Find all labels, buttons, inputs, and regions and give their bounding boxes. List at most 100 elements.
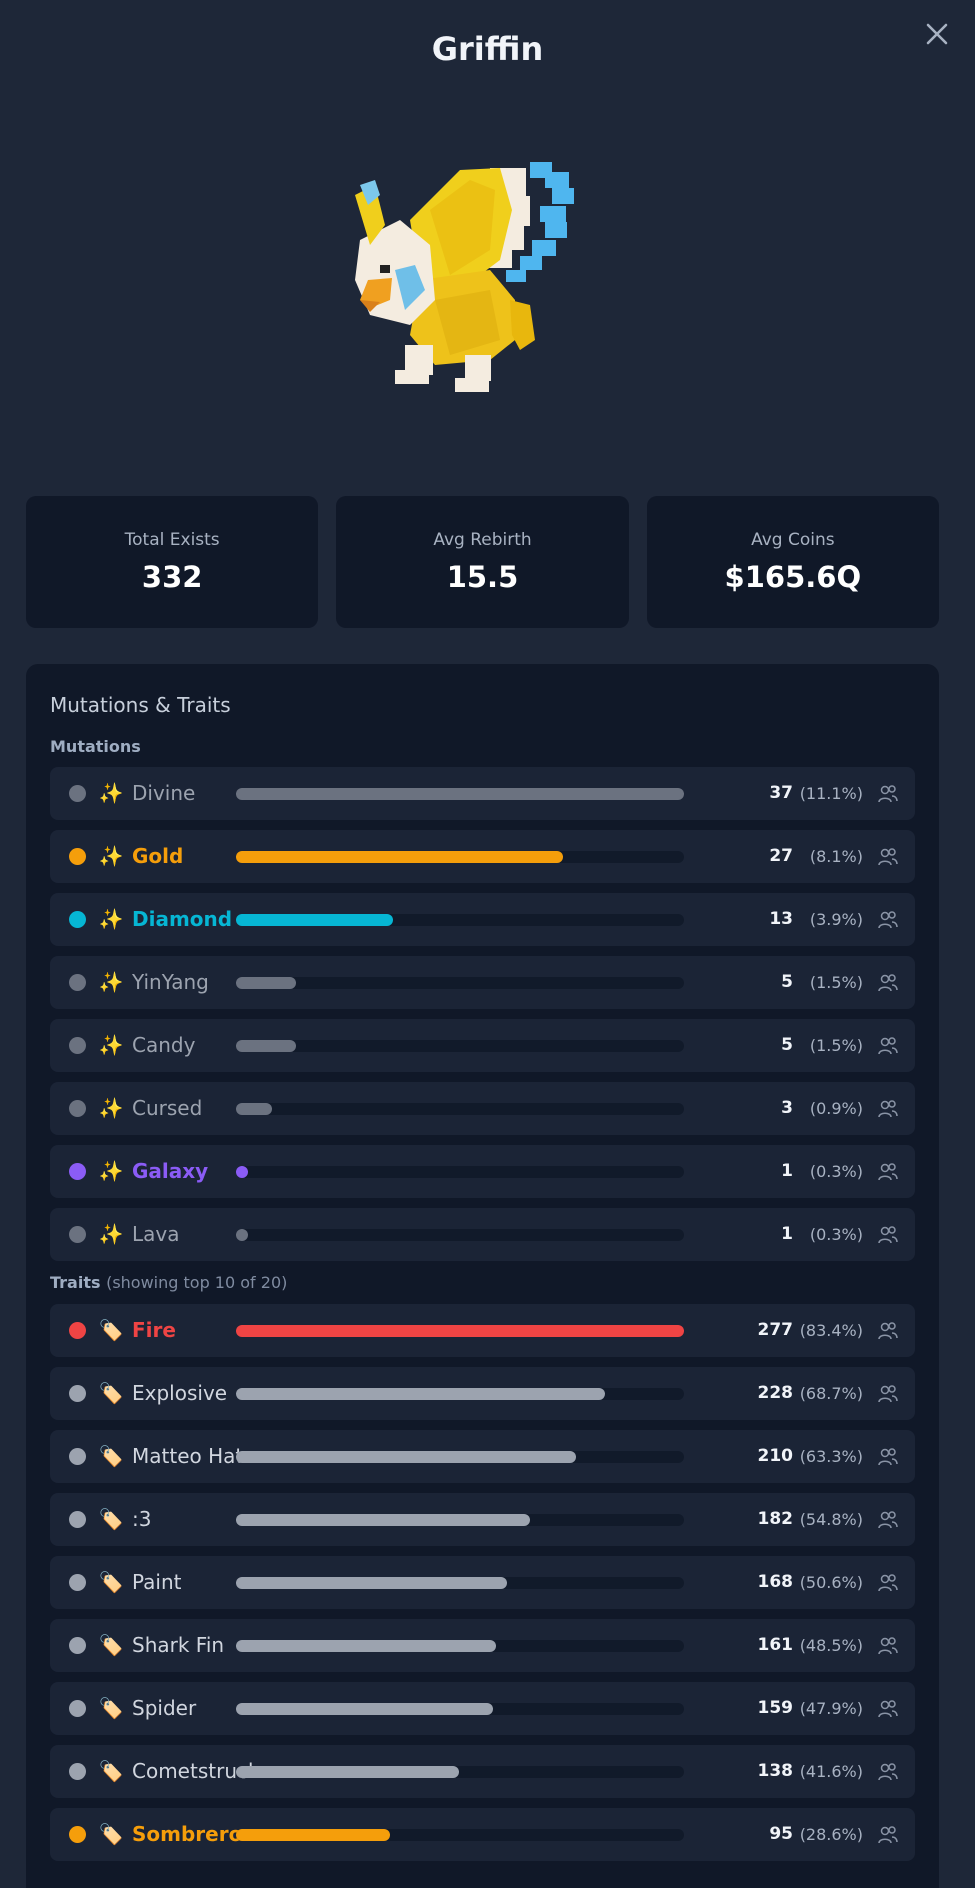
close-icon[interactable] — [921, 18, 953, 50]
trait-row[interactable]: 🏷️ Shark Fin 161 (48.5%) — [50, 1619, 915, 1672]
trait-bar-track — [236, 1388, 684, 1400]
users-icon[interactable] — [877, 909, 899, 931]
trait-color-dot — [69, 1763, 86, 1780]
mutation-count: 5 — [781, 1035, 793, 1055]
trait-list: 🏷️ Fire 277 (83.4%) 🏷️ Explosive 228 (68.7%) 🏷️ M… — [50, 1304, 915, 1861]
mutation-name: Divine — [132, 781, 196, 805]
stat-avg-coins: Avg Coins $165.6Q — [646, 496, 939, 628]
users-icon[interactable] — [877, 972, 899, 994]
trait-row[interactable]: 🏷️ Spider 159 (47.9%) — [50, 1682, 915, 1735]
mutation-name: Diamond — [132, 907, 233, 931]
mutation-row[interactable]: ✨ Gold 27 (8.1%) — [50, 830, 915, 883]
stat-value: 332 — [141, 560, 203, 594]
users-icon[interactable] — [877, 1761, 899, 1783]
trait-count: 161 — [757, 1635, 794, 1655]
mutation-color-dot — [69, 911, 86, 928]
mutation-row[interactable]: ✨ Cursed 3 (0.9%) — [50, 1082, 915, 1135]
users-icon[interactable] — [877, 1572, 899, 1594]
mutation-row[interactable]: ✨ Galaxy 1 (0.3%) — [50, 1145, 915, 1198]
trait-count: 182 — [757, 1509, 794, 1529]
mutation-row[interactable]: ✨ Candy 5 (1.5%) — [50, 1019, 915, 1072]
trait-color-dot — [69, 1574, 86, 1591]
mutation-color-dot — [69, 1100, 86, 1117]
griffin-pet-image — [355, 162, 574, 392]
users-icon[interactable] — [877, 1383, 899, 1405]
trait-color-dot — [69, 1700, 86, 1717]
tag-icon: 🏷️ — [98, 1570, 124, 1594]
tag-icon: 🏷️ — [98, 1444, 124, 1468]
users-icon[interactable] — [877, 1320, 899, 1342]
users-icon[interactable] — [877, 1161, 899, 1183]
trait-row[interactable]: 🏷️ Paint 168 (50.6%) — [50, 1556, 915, 1609]
mutation-row[interactable]: ✨ Diamond 13 (3.9%) — [50, 893, 915, 946]
mutation-count: 1 — [781, 1224, 793, 1244]
mutation-count: 5 — [781, 972, 793, 992]
sparkles-icon: ✨ — [98, 1159, 124, 1183]
users-icon[interactable] — [877, 1035, 899, 1057]
trait-percent: (47.9%) — [799, 1699, 863, 1718]
mutation-name: Galaxy — [132, 1159, 209, 1183]
trait-row[interactable]: 🏷️ Matteo Hat 210 (63.3%) — [50, 1430, 915, 1483]
stat-avg-rebirth: Avg Rebirth 15.5 — [336, 496, 629, 628]
sparkles-icon: ✨ — [98, 907, 124, 931]
tag-icon: 🏷️ — [98, 1822, 124, 1846]
trait-row[interactable]: 🏷️ Explosive 228 (68.7%) — [50, 1367, 915, 1420]
sparkles-icon: ✨ — [98, 844, 124, 868]
mutation-row[interactable]: ✨ Divine 37 (11.1%) — [50, 767, 915, 820]
mutation-color-dot — [69, 1163, 86, 1180]
mutation-name: Cursed — [132, 1096, 203, 1120]
trait-bar-fill — [236, 1577, 508, 1589]
mutation-bar-fill — [236, 914, 394, 926]
trait-name: Shark Fin — [132, 1633, 225, 1657]
trait-color-dot — [69, 1385, 86, 1402]
trait-bar-track — [236, 1829, 684, 1841]
trait-row[interactable]: 🏷️ Fire 277 (83.4%) — [50, 1304, 915, 1357]
trait-name: Matteo Hat — [132, 1444, 244, 1468]
stat-label: Total Exists — [124, 530, 220, 550]
users-icon[interactable] — [877, 1224, 899, 1246]
mutation-name: Lava — [132, 1222, 180, 1246]
mutation-bar-track — [236, 788, 684, 800]
users-icon[interactable] — [877, 846, 899, 868]
trait-color-dot — [69, 1322, 86, 1339]
trait-row[interactable]: 🏷️:3 182 (54.8%) — [50, 1493, 915, 1546]
mutation-bar-fill — [236, 977, 297, 989]
mutation-name: YinYang — [132, 970, 209, 994]
trait-bar-fill — [236, 1640, 497, 1652]
trait-count: 277 — [757, 1320, 794, 1340]
mutation-row[interactable]: ✨ YinYang 5 (1.5%) — [50, 956, 915, 1009]
users-icon[interactable] — [877, 1635, 899, 1657]
mutation-bar-track — [236, 977, 684, 989]
trait-count: 159 — [757, 1698, 794, 1718]
trait-percent: (68.7%) — [799, 1384, 863, 1403]
trait-name: Paint — [132, 1570, 182, 1594]
users-icon[interactable] — [877, 1509, 899, 1531]
mutation-row[interactable]: ✨ Lava 1 (0.3%) — [50, 1208, 915, 1261]
mutation-name: Gold — [132, 844, 184, 868]
mutation-bar-fill — [236, 1040, 297, 1052]
mutation-percent: (0.9%) — [809, 1099, 863, 1118]
trait-row[interactable]: 🏷️ Sombrero 95 (28.6%) — [50, 1808, 915, 1861]
mutation-name: Candy — [132, 1033, 196, 1057]
users-icon[interactable] — [877, 1446, 899, 1468]
mutation-count: 27 — [769, 846, 793, 866]
trait-row[interactable]: 🏷️ Cometstruck 138 (41.6%) — [50, 1745, 915, 1798]
mutation-bar-track — [236, 1103, 684, 1115]
users-icon[interactable] — [877, 1824, 899, 1846]
mutation-color-dot — [69, 974, 86, 991]
trait-name: Spider — [132, 1696, 197, 1720]
users-icon[interactable] — [877, 783, 899, 805]
mutation-bar-track — [236, 914, 684, 926]
stat-value: 15.5 — [446, 560, 519, 594]
page-title: Griffin — [431, 30, 544, 68]
trait-bar-fill — [236, 1325, 684, 1337]
mutation-count: 3 — [781, 1098, 793, 1118]
trait-count: 210 — [757, 1446, 794, 1466]
trait-bar-fill — [236, 1766, 460, 1778]
users-icon[interactable] — [877, 1098, 899, 1120]
users-icon[interactable] — [877, 1698, 899, 1720]
trait-bar-fill — [236, 1451, 576, 1463]
mutation-percent: (0.3%) — [809, 1162, 863, 1181]
trait-name: Explosive — [132, 1381, 228, 1405]
mutation-count: 37 — [769, 783, 793, 803]
